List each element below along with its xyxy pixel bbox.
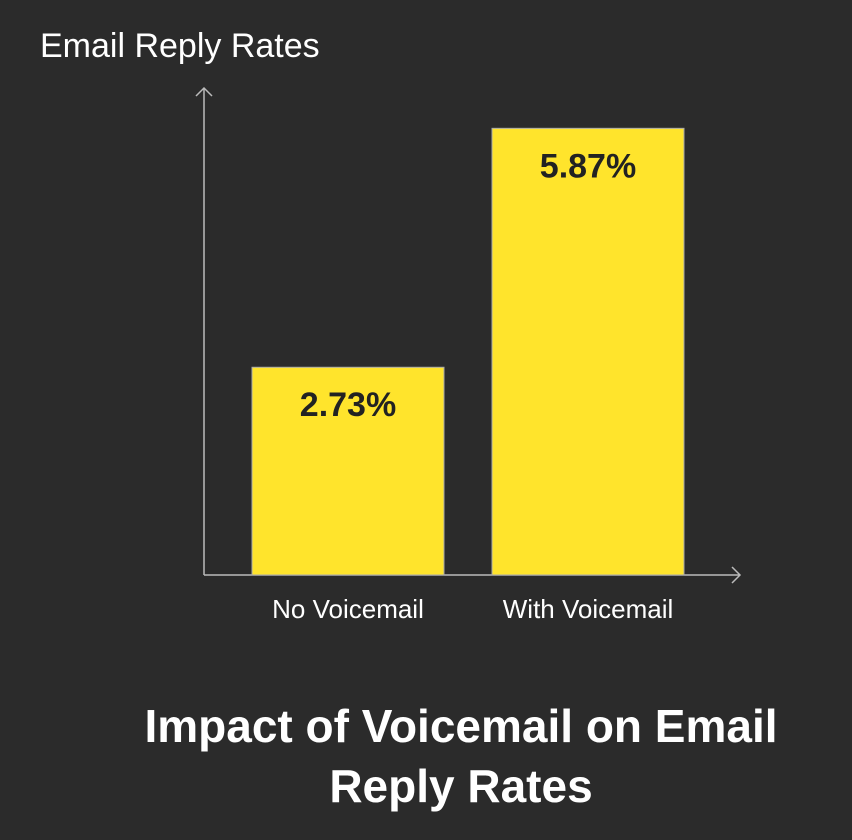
- x-tick-label: No Voicemail: [272, 594, 424, 624]
- value-label: 2.73%: [300, 386, 396, 424]
- bar: [491, 127, 685, 576]
- bar: [251, 366, 445, 576]
- y-axis-label: Email Reply Rates: [40, 27, 320, 65]
- x-tick-label: With Voicemail: [503, 594, 674, 624]
- chart-title: Impact of Voicemail on Email Reply Rates: [144, 700, 778, 812]
- value-label: 5.87%: [540, 147, 636, 185]
